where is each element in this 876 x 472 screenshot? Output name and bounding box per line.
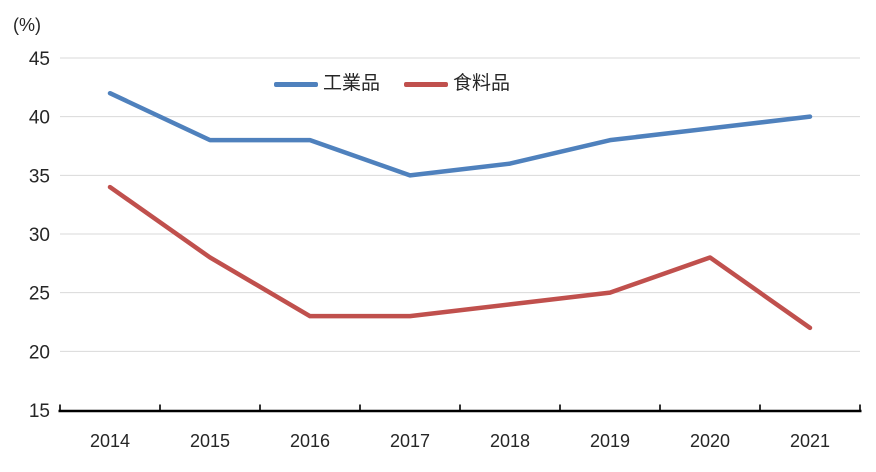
x-tick-label: 2021	[790, 431, 830, 451]
legend-swatch-food-products	[404, 81, 449, 87]
x-tick-label: 2015	[190, 431, 230, 451]
x-tick-label: 2018	[490, 431, 530, 451]
series-line-food-products	[107, 184, 813, 331]
legend-label-industrial-goods: 工業品	[323, 73, 381, 94]
y-tick-label: 40	[29, 108, 50, 129]
x-tick-label: 2020	[690, 431, 730, 451]
y-tick-label: 25	[29, 284, 50, 305]
x-tick-label: 2014	[90, 431, 130, 451]
chart-legend: 工業品 食料品	[274, 73, 510, 95]
y-tick-label: 15	[29, 401, 50, 422]
y-tick-label: 30	[29, 225, 50, 246]
x-tick-label: 2019	[590, 431, 630, 451]
legend-item-food-products: 食料品	[404, 73, 510, 95]
y-tick-label: 45	[29, 49, 50, 70]
x-tick-label: 2017	[390, 431, 430, 451]
y-tick-label: 20	[29, 342, 50, 363]
series-line-industrial-goods	[107, 90, 813, 178]
y-axis-unit-label: (%)	[13, 15, 41, 35]
y-tick-label: 35	[29, 166, 50, 187]
x-tick-label: 2016	[290, 431, 330, 451]
legend-label-food-products: 食料品	[453, 73, 511, 94]
legend-item-industrial-goods: 工業品	[274, 73, 380, 95]
legend-swatch-industrial-goods	[274, 81, 318, 87]
